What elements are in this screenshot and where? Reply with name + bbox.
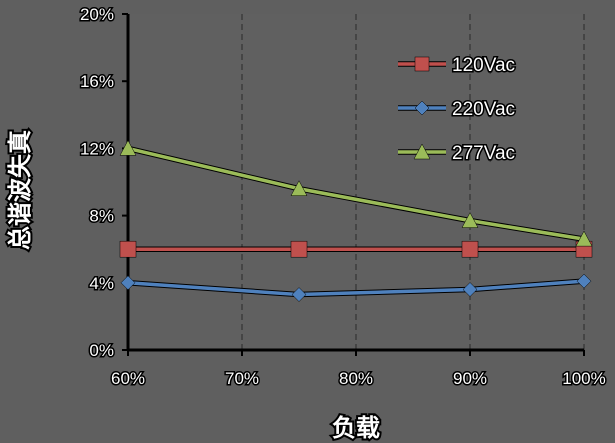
legend-marker	[415, 57, 429, 71]
y-tick-label: 0%	[89, 341, 114, 360]
x-tick-label: 80%	[339, 369, 373, 388]
x-tick-label: 60%	[111, 369, 145, 388]
x-tick-label: 100%	[562, 369, 605, 388]
x-tick-label: 70%	[225, 369, 259, 388]
y-tick-label: 8%	[89, 207, 114, 226]
y-axis-title: 总谐波失真	[6, 130, 34, 250]
y-tick-label: 20%	[80, 5, 114, 24]
data-point	[462, 241, 478, 257]
y-tick-label: 12%	[80, 139, 114, 158]
x-tick-label: 90%	[453, 369, 487, 388]
legend-label: 277Vac	[452, 143, 515, 164]
y-tick-label: 16%	[80, 72, 114, 91]
y-tick-label: 4%	[89, 274, 114, 293]
x-axis-title: 负载	[332, 414, 380, 442]
legend-label: 120Vac	[452, 55, 515, 76]
data-point	[291, 241, 307, 257]
legend-label: 220Vac	[452, 99, 515, 120]
data-point	[120, 241, 136, 257]
